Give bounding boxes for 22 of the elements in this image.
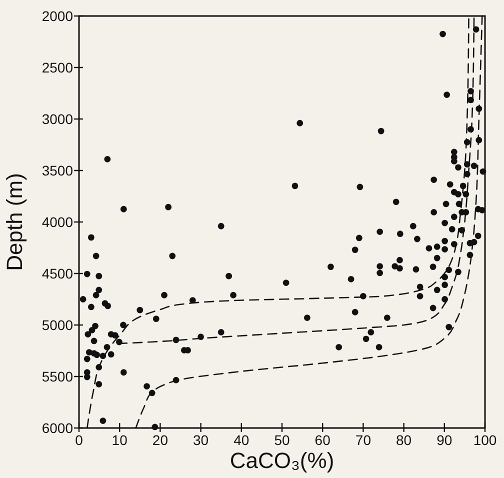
- y-tick-label: 4500: [42, 265, 74, 282]
- y-tick-label: 3000: [42, 110, 74, 127]
- x-tick-label: 20: [152, 432, 168, 448]
- y-tick-label: 3500: [42, 162, 74, 178]
- x-tick-label: 50: [274, 432, 290, 448]
- y-tick-label: 5500: [42, 368, 74, 384]
- x-tick-label: 90: [436, 432, 452, 448]
- x-tick-label: 30: [193, 432, 209, 448]
- x-tick-label: 80: [396, 432, 412, 448]
- y-tick-label: 4000: [42, 214, 74, 230]
- x-tick-label: 40: [234, 432, 250, 448]
- y-tick-label: 2000: [42, 8, 74, 24]
- x-tick-label: 70: [355, 432, 372, 448]
- x-tick-label: 60: [314, 432, 331, 448]
- x-tick-label: 10: [112, 432, 128, 448]
- y-tick-label: 5000: [42, 316, 74, 333]
- x-tick-label: 100: [473, 432, 497, 448]
- x-tick-label: 0: [75, 432, 84, 448]
- x-axis-title: CaCO₃(%): [230, 448, 334, 473]
- y-axis-title: Depth (m): [2, 173, 27, 271]
- y-tick-label: 2500: [42, 59, 74, 76]
- y-tick-label: 6000: [42, 420, 74, 436]
